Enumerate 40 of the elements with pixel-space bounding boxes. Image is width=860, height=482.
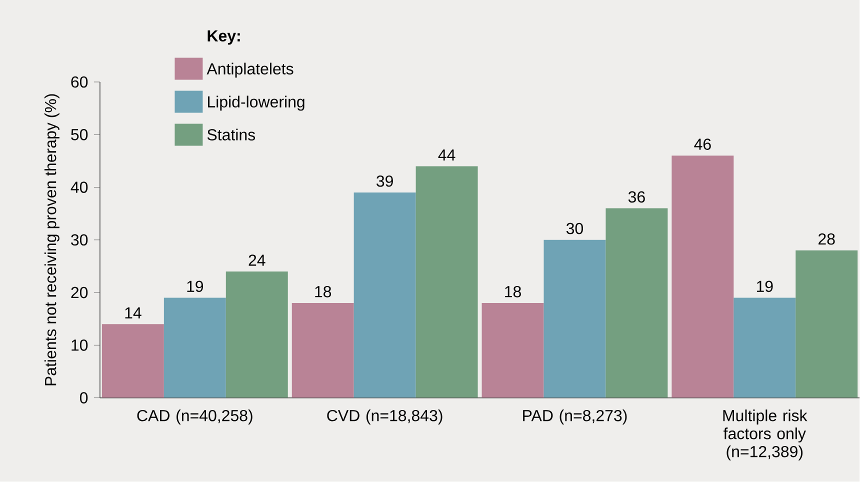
x-tick-label: Multiple risk factors only (n=12,389) (723, 410, 808, 461)
legend-label: Antiplatelets (206, 62, 294, 78)
x-tick-label: CAD (n=40,258) (137, 410, 252, 425)
data-label: 14 (125, 307, 142, 318)
x-tick-label: PAD (n=8,273) (523, 410, 627, 425)
bar (164, 298, 226, 398)
y-tick-label: 30 (71, 234, 88, 246)
bar (292, 303, 354, 398)
bar (226, 272, 288, 398)
bar (606, 208, 668, 398)
y-axis-title: Patients not receiving proven therapy (%) (44, 94, 60, 386)
bar (102, 324, 164, 398)
data-label: 44 (438, 150, 456, 161)
data-label: 24 (248, 254, 266, 266)
data-label: 18 (505, 286, 521, 298)
y-tick-label: 20 (71, 286, 88, 298)
bar (796, 250, 858, 398)
bar (482, 303, 544, 398)
y-tick-label: 10 (72, 340, 88, 351)
data-label: 28 (818, 233, 835, 245)
bar (734, 298, 796, 398)
data-label: 19 (187, 280, 204, 292)
legend-label: Lipid-lowering (208, 96, 304, 111)
bar (544, 240, 606, 398)
x-tick-label: CVD (n=18,843) (327, 410, 442, 425)
legend-title: Key: (208, 30, 240, 45)
data-label: 36 (628, 191, 645, 203)
data-label: 30 (566, 222, 584, 234)
data-label: 46 (694, 138, 711, 150)
bar (672, 156, 734, 398)
y-tick-label: 40 (70, 182, 88, 194)
y-tick-label: 0 (80, 392, 88, 404)
y-tick-label: 50 (71, 129, 88, 140)
data-label: 18 (315, 286, 332, 298)
bar (416, 166, 478, 398)
data-label: 19 (756, 280, 773, 292)
y-tick-label: 60 (71, 76, 88, 88)
bar (354, 192, 416, 398)
legend-label: Statins (207, 128, 256, 141)
data-label: 39 (376, 176, 393, 187)
